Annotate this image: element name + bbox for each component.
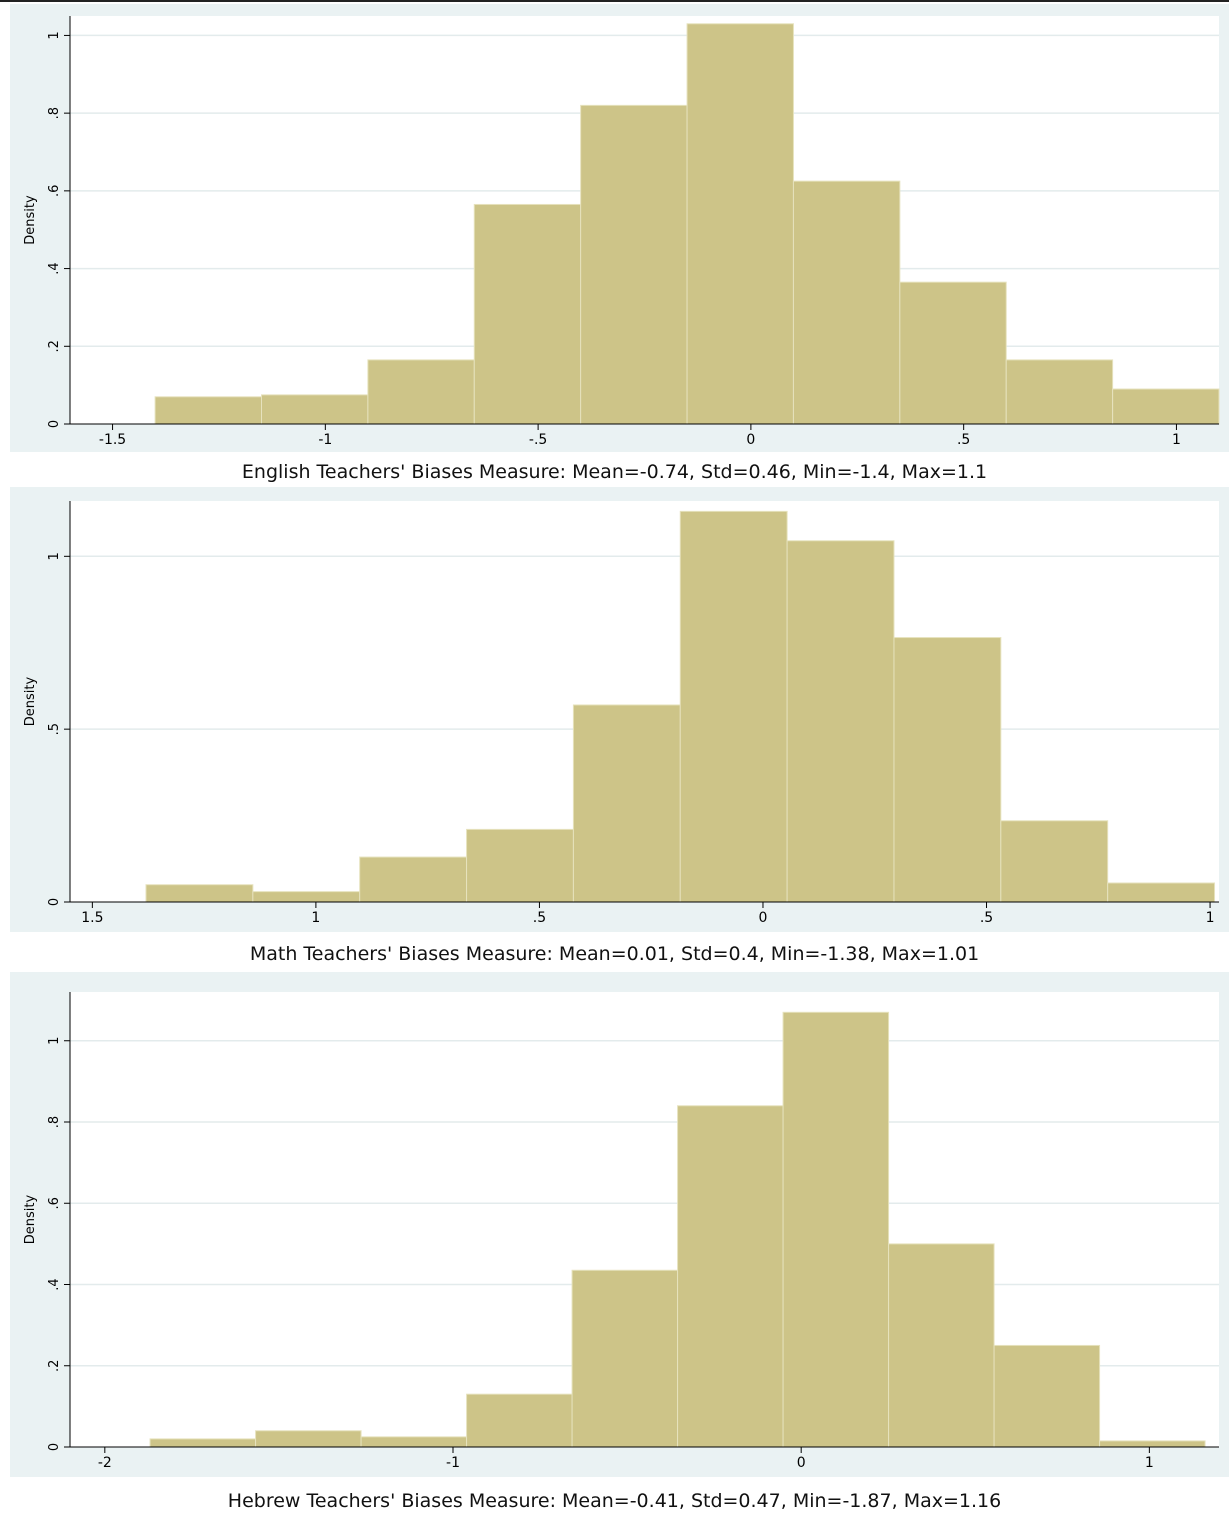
histogram-bar: [899, 281, 1007, 425]
x-tick-label: .5: [533, 910, 546, 926]
english-histogram: 0 .2 .4 .6 .8 1 -1.5 -1 -.5 0 .5 1 Density: [23, 16, 1220, 448]
x-tick-label: 1: [1145, 1455, 1154, 1471]
histogram-bar: [677, 1105, 784, 1448]
histogram-bar: [367, 359, 475, 425]
y-tick-label: .2: [47, 1360, 62, 1372]
x-tick-label: -1: [318, 432, 332, 448]
x-tick-label: -2: [98, 1455, 112, 1471]
top-border: [0, 0, 1229, 2]
y-tick-label: 0: [47, 420, 62, 428]
y-axis-title: Density: [23, 195, 38, 245]
histogram-bar: [154, 396, 262, 425]
x-tick-label: .5: [980, 910, 993, 926]
histogram-bar: [149, 1438, 257, 1448]
hebrew-caption: Hebrew Teachers' Biases Measure: Mean=-0…: [227, 1490, 1002, 1512]
histogram-bar: [1107, 882, 1216, 903]
histogram-bar: [360, 1436, 468, 1448]
histogram-bar: [888, 1243, 995, 1448]
histogram-bar: [466, 1393, 573, 1448]
x-tick-label: 1: [1172, 432, 1181, 448]
y-tick-label: 0: [47, 898, 62, 906]
y-tick-label: 1: [47, 1037, 62, 1045]
english-histogram-panel: 0 .2 .4 .6 .8 1 -1.5 -1 -.5 0 .5 1 Density: [10, 4, 1229, 452]
y-tick-label: .8: [47, 107, 62, 119]
y-tick-label: .8: [47, 1116, 62, 1128]
histogram-bar: [1112, 388, 1220, 425]
x-tick-label: -1.5: [99, 432, 126, 448]
histogram-bar: [580, 104, 688, 425]
hebrew-histogram-panel: 0 .2 .4 .6 .8 1 -2 -1 0 1 Density: [10, 972, 1229, 1477]
hebrew-histogram: 0 .2 .4 .6 .8 1 -2 -1 0 1 Density: [23, 992, 1219, 1471]
histogram-bar: [679, 510, 788, 903]
histogram-bar: [893, 637, 1002, 903]
x-tick-label: -1: [446, 1455, 460, 1471]
y-axis-title: Density: [23, 676, 38, 726]
x-tick-label: 0: [746, 432, 755, 448]
x-tick-label: 1: [1206, 910, 1215, 926]
y-tick-label: 1: [47, 552, 62, 560]
histogram-bar: [261, 394, 369, 425]
histogram-bar: [252, 891, 361, 903]
x-tick-label: 0: [797, 1455, 806, 1471]
histogram-bar: [145, 884, 254, 903]
x-tick-label: 0: [759, 910, 768, 926]
histogram-bar: [571, 1269, 679, 1448]
y-tick-label: .4: [47, 262, 62, 274]
x-tick-label: 1.5: [81, 910, 103, 926]
x-tick-label: .5: [957, 432, 970, 448]
y-tick-label: .5: [47, 723, 62, 735]
x-tick-label: 1: [311, 910, 320, 926]
english-caption: English Teachers' Biases Measure: Mean=-…: [241, 461, 988, 483]
y-tick-label: 1: [47, 31, 62, 39]
y-axis-title: Density: [23, 1194, 38, 1244]
histogram-bar: [1005, 359, 1114, 425]
histogram-bar: [1099, 1440, 1206, 1448]
histogram-bar: [473, 203, 582, 425]
x-tick-label: -.5: [529, 432, 547, 448]
histogram-bar: [782, 1011, 890, 1448]
histogram-bar: [686, 23, 794, 425]
histogram-bar: [572, 704, 681, 903]
histogram-bar: [786, 540, 895, 903]
y-tick-label: .4: [47, 1278, 62, 1290]
histogram-bar: [1000, 820, 1109, 903]
histogram-bar: [255, 1430, 362, 1448]
y-tick-label: .2: [47, 340, 62, 352]
y-tick-label: 0: [47, 1443, 62, 1451]
math-caption: Math Teachers' Biases Measure: Mean=0.01…: [249, 943, 980, 965]
histogram-bar: [359, 856, 468, 903]
y-tick-label: .6: [47, 185, 62, 197]
histogram-bar: [993, 1344, 1101, 1448]
histogram-bar: [792, 180, 901, 425]
math-histogram-panel: 0.5 1 1.5 1.5 0.5 1 Density: [10, 487, 1229, 932]
histogram-bar: [466, 828, 574, 903]
y-tick-label: .6: [47, 1197, 62, 1209]
